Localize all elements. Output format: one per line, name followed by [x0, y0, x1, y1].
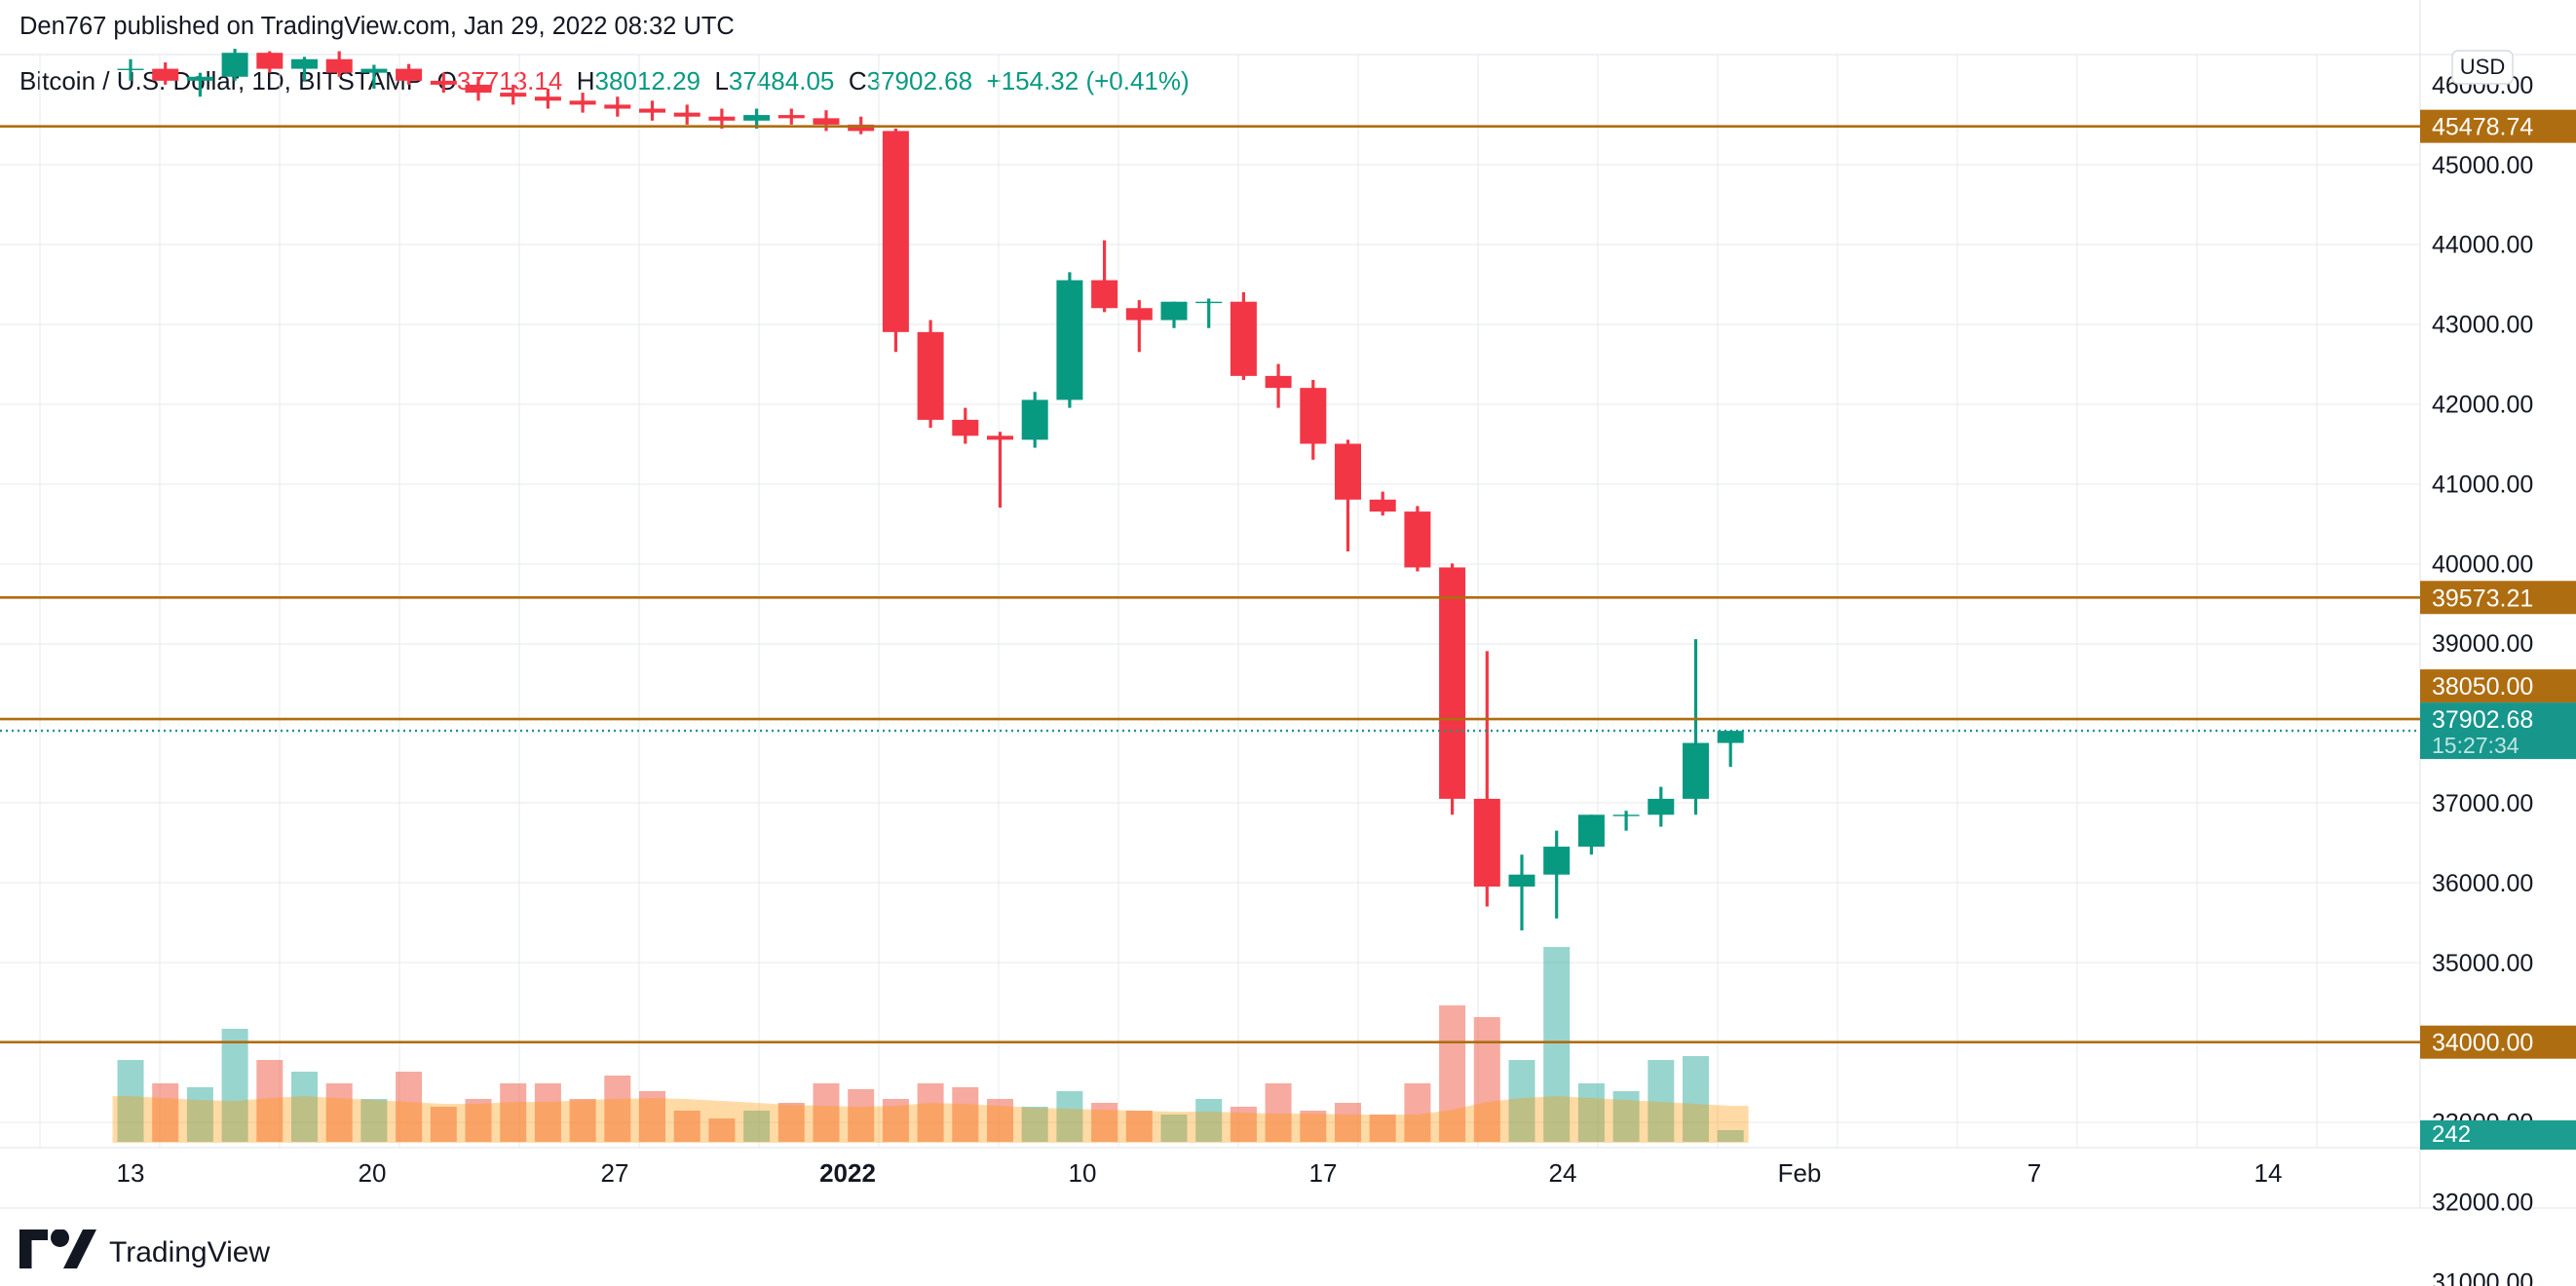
- svg-text:44000.00: 44000.00: [2432, 232, 2533, 259]
- svg-text:45000.00: 45000.00: [2432, 152, 2533, 179]
- svg-text:40000.00: 40000.00: [2432, 550, 2533, 578]
- svg-text:43000.00: 43000.00: [2432, 312, 2533, 339]
- svg-text:20: 20: [359, 1158, 387, 1188]
- svg-text:24: 24: [1549, 1158, 1577, 1188]
- svg-text:34000.00: 34000.00: [2432, 1030, 2533, 1057]
- svg-text:36000.00: 36000.00: [2432, 870, 2533, 897]
- svg-text:37000.00: 37000.00: [2432, 790, 2533, 817]
- svg-text:32000.00: 32000.00: [2432, 1189, 2533, 1216]
- svg-text:45478.74: 45478.74: [2432, 114, 2533, 141]
- svg-text:17: 17: [1309, 1158, 1338, 1188]
- svg-text:37902.68: 37902.68: [2432, 706, 2533, 734]
- svg-text:15:27:34: 15:27:34: [2432, 733, 2519, 758]
- svg-text:42000.00: 42000.00: [2432, 392, 2533, 419]
- svg-text:39573.21: 39573.21: [2432, 585, 2533, 612]
- svg-text:38050.00: 38050.00: [2432, 673, 2533, 700]
- svg-text:13: 13: [117, 1158, 145, 1188]
- svg-text:Feb: Feb: [1778, 1158, 1822, 1188]
- svg-text:14: 14: [2254, 1158, 2283, 1188]
- svg-text:USD: USD: [2460, 55, 2505, 79]
- svg-text:31000.00: 31000.00: [2432, 1268, 2533, 1286]
- svg-text:41000.00: 41000.00: [2432, 471, 2533, 498]
- svg-text:2022: 2022: [819, 1158, 876, 1188]
- svg-text:27: 27: [601, 1158, 629, 1188]
- svg-text:35000.00: 35000.00: [2432, 950, 2533, 977]
- svg-text:7: 7: [2027, 1158, 2041, 1188]
- svg-text:10: 10: [1069, 1158, 1097, 1188]
- svg-text:39000.00: 39000.00: [2432, 630, 2533, 658]
- svg-text:242: 242: [2432, 1121, 2471, 1148]
